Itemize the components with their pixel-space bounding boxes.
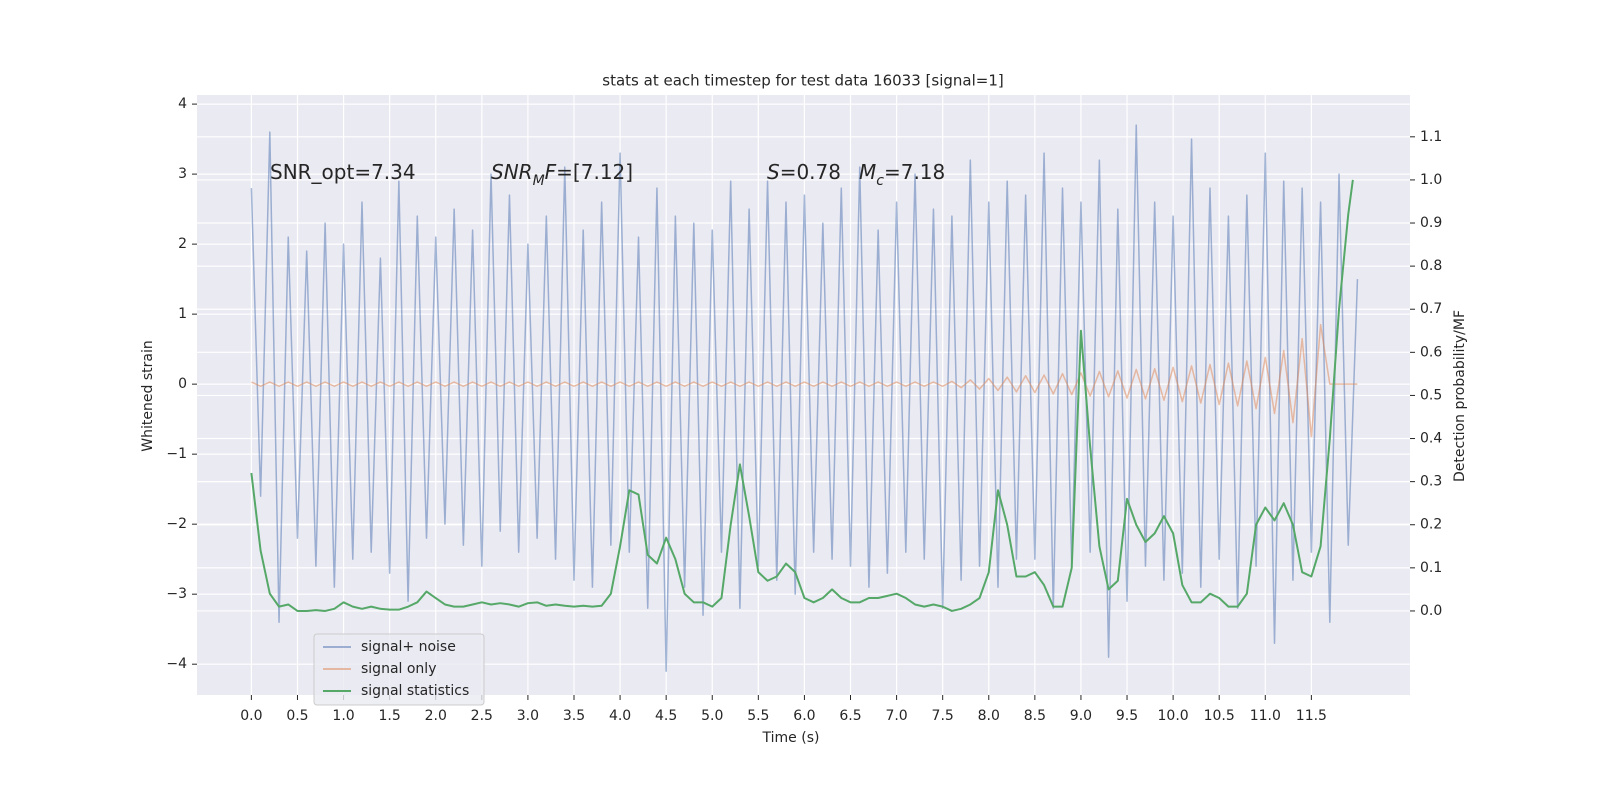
y-tick-label: 2 bbox=[178, 236, 187, 252]
annotation-part: F bbox=[545, 160, 557, 184]
y-tick-label: −1 bbox=[166, 446, 187, 462]
marks bbox=[250, 124, 1359, 672]
x-tick-label: 2.5 bbox=[471, 708, 493, 724]
x-tick-label: 5.0 bbox=[701, 708, 723, 724]
x-tick-label: 1.5 bbox=[379, 708, 401, 724]
x-tick-label: 2.0 bbox=[425, 708, 447, 724]
y2-tick-label: 0.4 bbox=[1420, 431, 1442, 447]
x-tick-label: 5.5 bbox=[747, 708, 769, 724]
legend-label: signal+ noise bbox=[361, 639, 456, 655]
series-line bbox=[250, 124, 1359, 672]
legend-label: signal statistics bbox=[361, 683, 469, 699]
y-tick-label: −3 bbox=[166, 586, 187, 602]
x-tick-label: 10.5 bbox=[1204, 708, 1235, 724]
x-tick-label: 4.0 bbox=[609, 708, 631, 724]
series-line bbox=[250, 179, 1354, 612]
y-tick-label: 1 bbox=[178, 306, 187, 322]
x-tick-label: 8.5 bbox=[1024, 708, 1046, 724]
annotation-part: M bbox=[533, 173, 545, 189]
annotation-part: c bbox=[876, 173, 884, 189]
x-tick-label: 0.5 bbox=[286, 708, 308, 724]
x-tick-label: 8.0 bbox=[978, 708, 1000, 724]
y2-tick-label: 0.8 bbox=[1420, 258, 1442, 274]
annotation-part: SNR bbox=[491, 160, 533, 184]
annotation: SNRMF=[7.12] bbox=[491, 160, 633, 190]
annotation-part: SNR_opt=7.34 bbox=[270, 160, 416, 184]
x-tick-label: 6.5 bbox=[839, 708, 861, 724]
y2-tick-label: 0.3 bbox=[1420, 474, 1442, 490]
legend: signal+ noise signal only signal statistic… bbox=[313, 633, 485, 706]
chart-title: stats at each timestep for test data 160… bbox=[602, 72, 1003, 90]
x-tick-label: 0.0 bbox=[240, 708, 262, 724]
x-tick-label: 6.0 bbox=[793, 708, 815, 724]
annotation-part: =7.18 bbox=[884, 160, 945, 184]
annotation: S=0.78 bbox=[767, 160, 841, 184]
legend-label: signal only bbox=[361, 661, 436, 677]
y-tick-label: 0 bbox=[178, 376, 187, 392]
annotation-part: =0.78 bbox=[780, 160, 841, 184]
x-axis-label: Time (s) bbox=[762, 730, 820, 746]
x-tick-label: 9.5 bbox=[1116, 708, 1138, 724]
y-tick-label: 4 bbox=[178, 96, 187, 112]
y-tick-label: 3 bbox=[178, 166, 187, 182]
y2-tick-label: 0.2 bbox=[1420, 517, 1442, 533]
x-tick-label: 9.0 bbox=[1070, 708, 1092, 724]
y2-tick-label: 1.1 bbox=[1420, 129, 1442, 145]
x-tick-label: 11.5 bbox=[1296, 708, 1327, 724]
y2-tick-label: 0.9 bbox=[1420, 215, 1442, 231]
y2-tick-label: 0.0 bbox=[1420, 603, 1442, 619]
y2-axis-label: Detection probability/MF bbox=[1452, 310, 1468, 482]
x-tick-label: 11.0 bbox=[1250, 708, 1281, 724]
y2-tick-label: 1.0 bbox=[1420, 172, 1442, 188]
series-line bbox=[251, 323, 1358, 438]
annotation-part: M bbox=[859, 160, 876, 184]
y-tick-label: −4 bbox=[166, 656, 187, 672]
x-tick-label: 10.0 bbox=[1158, 708, 1189, 724]
x-tick-label: 4.5 bbox=[655, 708, 677, 724]
y2-tick-label: 0.7 bbox=[1420, 301, 1442, 317]
annotation-part: =[7.12] bbox=[556, 160, 633, 184]
annotation: Mc=7.18 bbox=[859, 160, 945, 190]
x-tick-label: 7.0 bbox=[885, 708, 907, 724]
y-tick-label: −2 bbox=[166, 516, 187, 532]
y2-tick-label: 0.6 bbox=[1420, 344, 1442, 360]
y2-tick-label: 0.1 bbox=[1420, 560, 1442, 576]
axes: 0.0 0.5 1.0 1.5 2.0 2.5 3.0 3.5 4.0 4.5 5.0 5.5 6.0 6… bbox=[166, 96, 1442, 724]
y2-tick-label: 0.5 bbox=[1420, 387, 1442, 403]
x-tick-label: 1.0 bbox=[332, 708, 354, 724]
y-axis-label: Whitened strain bbox=[140, 340, 156, 451]
legend-box bbox=[313, 633, 485, 706]
x-tick-label: 3.5 bbox=[563, 708, 585, 724]
annotation-part: S bbox=[767, 160, 780, 184]
x-tick-label: 7.5 bbox=[932, 708, 954, 724]
x-tick-label: 3.0 bbox=[517, 708, 539, 724]
annotation: SNR_opt=7.34 bbox=[270, 160, 416, 184]
